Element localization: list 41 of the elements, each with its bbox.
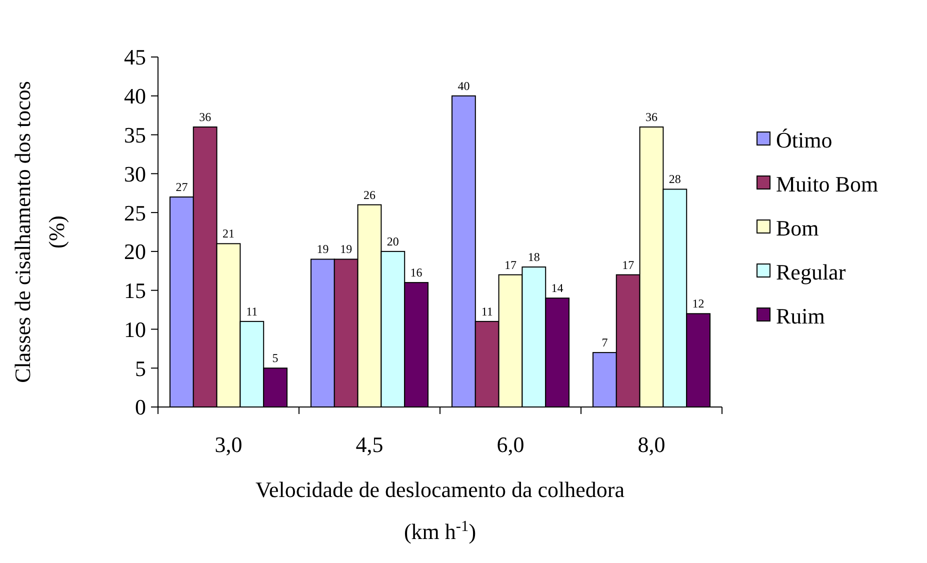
y-tick-label: 10 (124, 316, 146, 342)
y-tick-label: 35 (124, 122, 146, 148)
data-label: 17 (504, 258, 516, 272)
y-tick-label: 20 (124, 239, 146, 264)
data-label: 18 (528, 250, 540, 264)
x-tick-label: 4,5 (356, 432, 384, 457)
data-label: 19 (316, 242, 329, 256)
y-tick-label: 30 (124, 161, 146, 186)
x-axis-title: Velocidade de deslocamento da colhedora (km h$^{-1}$) (256, 477, 625, 544)
y-axis-title: Classes de cisalhamento dos tocos (%) (10, 81, 69, 383)
y-tick-label: 45 (124, 44, 146, 70)
data-label: 27 (176, 180, 188, 194)
x-tick-label: 3,0 (214, 432, 242, 457)
y-tick-label: 25 (124, 200, 146, 226)
y-tick-label: 0 (135, 394, 146, 420)
y-tick-label: 5 (135, 356, 146, 381)
data-label: 26 (364, 188, 376, 202)
data-label: 12 (692, 296, 704, 311)
x-tick-label: 8,0 (638, 432, 666, 457)
data-label: 28 (668, 172, 681, 186)
data-label: 40 (458, 78, 470, 93)
y-tick-label: 40 (124, 84, 146, 109)
x-tick-label: 6,0 (496, 432, 524, 457)
legend-label: Bom (776, 216, 819, 241)
data-label: 16 (410, 266, 422, 280)
data-label: 5 (272, 351, 278, 366)
data-label: 17 (622, 258, 634, 272)
y-tick-label: 15 (124, 278, 146, 304)
data-label: 11 (481, 304, 493, 318)
data-label: 20 (386, 234, 399, 248)
data-label: 7 (602, 336, 608, 350)
data-label: 14 (551, 281, 564, 296)
legend-label: Ótimo (776, 128, 832, 153)
legend-label: Ruim (776, 304, 825, 329)
data-label: 11 (246, 304, 258, 318)
legend-label: Muito Bom (776, 172, 878, 197)
legend-label: Regular (776, 260, 846, 285)
data-label: 36 (646, 110, 658, 124)
data-label: 36 (199, 110, 212, 124)
data-label: 21 (222, 226, 234, 241)
data-label: 19 (340, 242, 352, 256)
